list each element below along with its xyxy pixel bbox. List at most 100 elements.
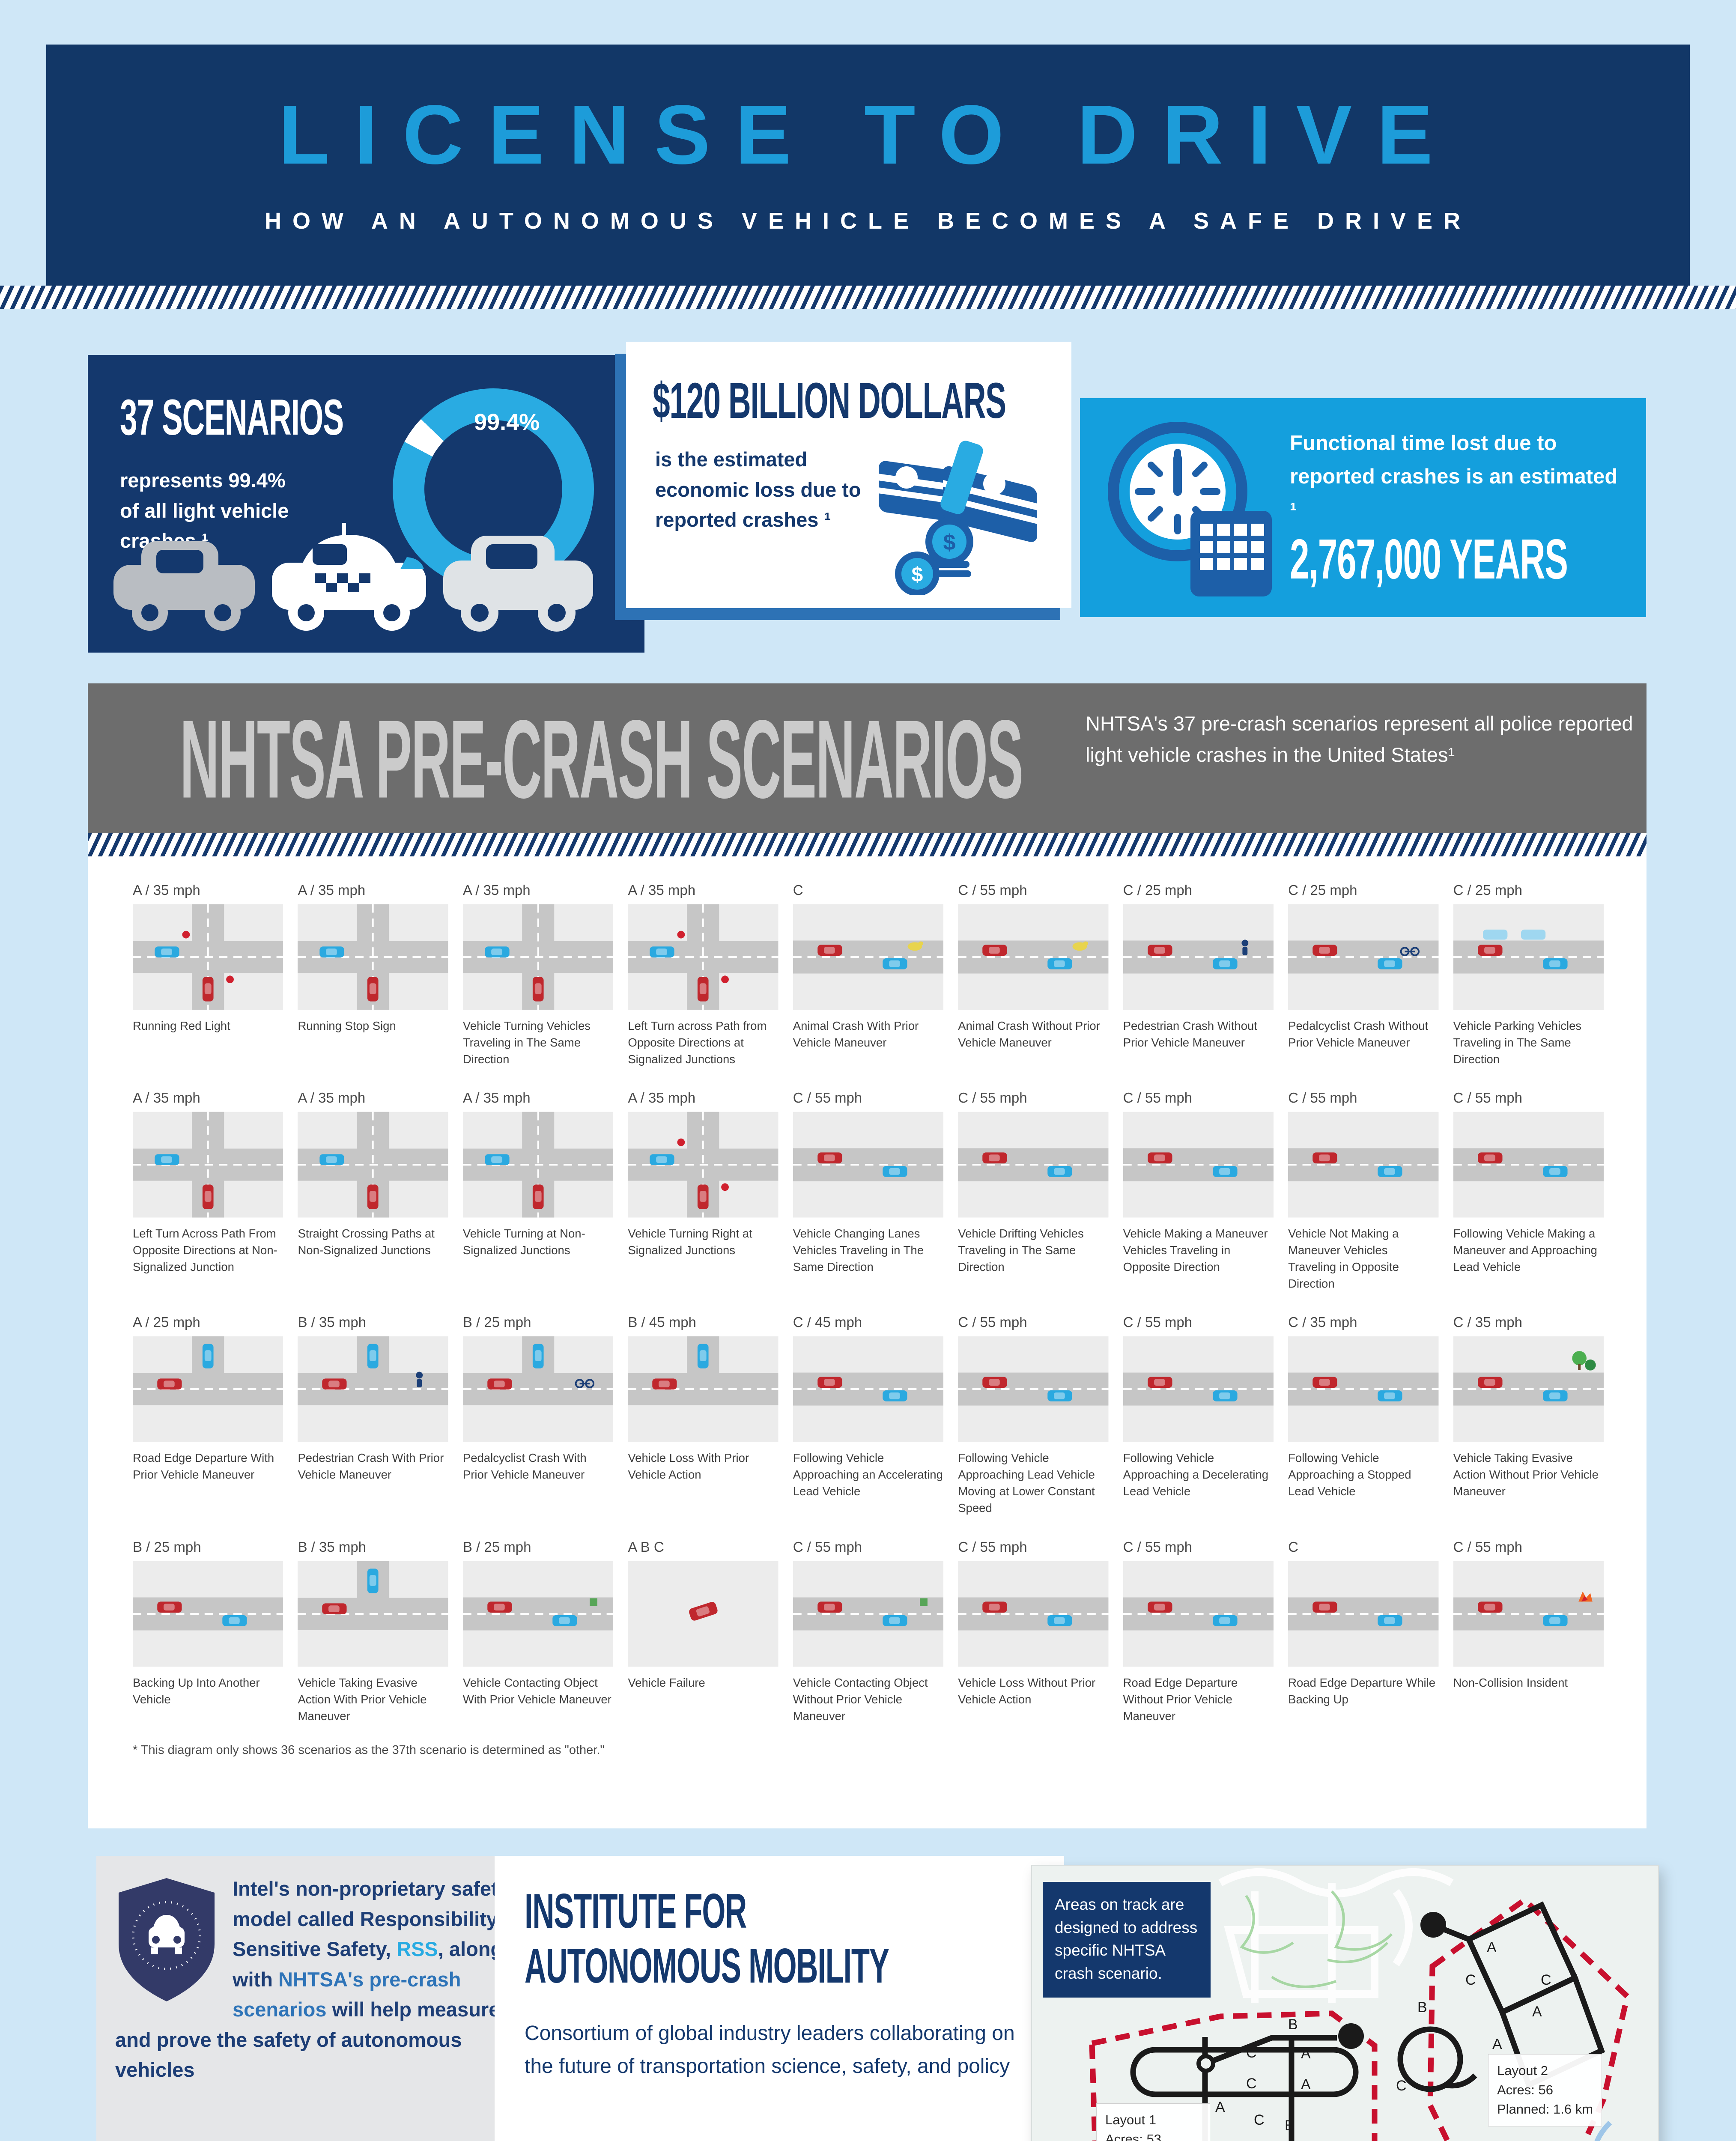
scenario-diagram	[462, 904, 614, 1011]
scenario-cell: C Road Edge Departure While Backing Up	[1288, 1539, 1439, 1724]
track1-label-2: C	[1246, 2045, 1257, 2061]
scenario-caption: Vehicle Making a Maneuver Vehicles Trave…	[1123, 1227, 1268, 1274]
scenario-caption: Following Vehicle Approaching an Acceler…	[793, 1451, 943, 1498]
scenario-speed-label: C / 55 mph	[793, 1539, 862, 1555]
scenario-speed-label: C	[1288, 1539, 1298, 1555]
scenario-diagram	[298, 904, 448, 1011]
scenario-caption: Vehicle Taking Evasive Action Without Pr…	[1453, 1451, 1599, 1498]
institute-title-line1: INSTITUTE FOR	[525, 1884, 747, 1938]
scenario-diagram	[793, 1336, 944, 1443]
scenario-diagram	[1288, 904, 1439, 1011]
stat-scenarios-subtext: represents 99.4% of all light vehicle cr…	[120, 469, 289, 552]
scenario-cell: C / 55 mph Following Vehicle Approaching…	[958, 1314, 1109, 1516]
scenario-diagram	[1123, 1111, 1274, 1218]
scenario-cell: C / 55 mph Non-Collision Insident	[1453, 1539, 1604, 1724]
stat-scenarios-headline: 37 SCENARIOS	[120, 389, 344, 446]
scenario-speed-label: B / 45 mph	[628, 1314, 696, 1330]
scenario-caption: Non-Collision Insident	[1453, 1676, 1568, 1689]
stat-economic-subtext: is the estimated economic loss due to re…	[655, 448, 861, 531]
scenario-diagram	[133, 1111, 283, 1218]
scenario-diagram	[298, 1336, 448, 1443]
scenario-speed-label: C / 55 mph	[793, 1090, 862, 1106]
track1-label-8: B	[1285, 2117, 1295, 2134]
track2-label-2: C	[1465, 1972, 1476, 1988]
scenario-cell: C / 55 mph Vehicle Loss Without Prior Ve…	[958, 1539, 1109, 1724]
scenario-caption: Pedalcyclist Crash Without Prior Vehicle…	[1288, 1019, 1429, 1050]
nhtsa-band: NHTSA PRE-CRASH SCENARIOS NHTSA's 37 pre…	[88, 683, 1647, 833]
cars-illustration	[113, 523, 593, 632]
scenario-cell: C / 55 mph Vehicle Changing Lanes Vehicl…	[793, 1090, 944, 1292]
scenario-speed-label: C / 55 mph	[1453, 1090, 1522, 1106]
scenario-cell: B / 25 mph Backing Up Into Another Vehic…	[133, 1539, 283, 1724]
scenario-speed-label: A / 25 mph	[133, 1314, 200, 1330]
scenario-diagram	[958, 1560, 1109, 1667]
scenario-diagram	[628, 1336, 779, 1443]
scenario-diagram	[628, 904, 779, 1011]
scenario-cell: A / 35 mph Vehicle Turning Vehicles Trav…	[462, 882, 614, 1068]
scenario-speed-label: C / 35 mph	[1453, 1314, 1522, 1330]
scenario-caption: Vehicle Parking Vehicles Traveling in Th…	[1453, 1019, 1582, 1066]
scenario-caption: Pedestrian Crash With Prior Vehicle Mane…	[298, 1451, 444, 1482]
stat-scenarios-card: 37 SCENARIOS represents 99.4% of all lig…	[88, 355, 644, 653]
scenario-speed-label: A / 35 mph	[298, 882, 366, 898]
scenario-caption: Vehicle Drifting Vehicles Traveling in T…	[958, 1227, 1084, 1274]
scenario-cell: C / 55 mph Vehicle Drifting Vehicles Tra…	[958, 1090, 1109, 1292]
scenario-caption: Pedalcyclist Crash With Prior Vehicle Ma…	[462, 1451, 587, 1482]
band-title: NHTSA PRE-CRASH SCENARIOS	[180, 697, 1023, 822]
scenario-cell: C / 25 mph Vehicle Parking Vehicles Trav…	[1453, 882, 1604, 1068]
scenario-speed-label: A / 35 mph	[462, 882, 531, 898]
scenario-cell: A / 25 mph Road Edge Departure With Prio…	[133, 1314, 283, 1516]
scenario-caption: Straight Crossing Paths at Non-Signalize…	[298, 1227, 435, 1257]
scenario-speed-label: B / 35 mph	[298, 1314, 367, 1330]
page-subtitle: HOW AN AUTONOMOUS VEHICLE BECOMES A SAFE…	[264, 208, 1472, 234]
scenario-cell: C / 25 mph Pedalcyclist Crash Without Pr…	[1288, 882, 1439, 1068]
scenario-cell: B / 35 mph Pedestrian Crash With Prior V…	[298, 1314, 448, 1516]
clock-calendar-icon	[1108, 422, 1272, 596]
scenario-cell: A B C Vehicle Failure	[628, 1539, 779, 1724]
scenario-speed-label: C / 25 mph	[1288, 882, 1357, 898]
track2-label-1: A	[1487, 1939, 1497, 1956]
scenario-caption: Vehicle Turning at Non-Signalized Juncti…	[462, 1227, 585, 1257]
stat-time-card: Functional time lost due to reported cra…	[1080, 398, 1646, 617]
scenario-speed-label: C / 35 mph	[1288, 1314, 1357, 1330]
institute-card: INSTITUTE FOR AUTONOMOUS MOBILITY Consort…	[495, 1856, 1064, 2141]
scenario-caption: Vehicle Loss Without Prior Vehicle Actio…	[958, 1676, 1096, 1706]
scenario-speed-label: C / 45 mph	[793, 1314, 862, 1330]
scenario-speed-label: B / 35 mph	[298, 1539, 367, 1555]
scenario-caption: Following Vehicle Making a Maneuver and …	[1453, 1227, 1597, 1274]
scenario-speed-label: A / 35 mph	[133, 882, 200, 898]
scenario-caption: Backing Up Into Another Vehicle	[133, 1676, 260, 1706]
scenario-caption: Vehicle Turning Right at Signalized Junc…	[628, 1227, 752, 1257]
scenario-diagram	[628, 1560, 779, 1667]
track1-label-3: A	[1301, 2046, 1311, 2062]
scenario-diagram	[462, 1336, 614, 1443]
scenario-speed-label: C / 55 mph	[1123, 1314, 1193, 1330]
scenario-diagram	[958, 904, 1109, 1011]
rss-text-1: Intel's non-proprietary safety model cal…	[233, 1877, 509, 1960]
scenario-caption: Vehicle Not Making a Maneuver Vehicles T…	[1288, 1227, 1399, 1291]
scenario-cell: A / 35 mph Running Red Light	[133, 882, 283, 1068]
scenario-caption: Road Edge Departure With Prior Vehicle M…	[133, 1451, 274, 1482]
scenario-cell: C / 55 mph Vehicle Contacting Object Wit…	[793, 1539, 944, 1724]
scenario-speed-label: A / 35 mph	[133, 1090, 200, 1106]
rss-card: Intel's non-proprietary safety model cal…	[96, 1856, 533, 2141]
track2-label-5: A	[1532, 2004, 1542, 2020]
scenario-cell: B / 25 mph Vehicle Contacting Object Wit…	[462, 1539, 614, 1724]
scenario-caption: Vehicle Turning Vehicles Traveling in Th…	[462, 1019, 591, 1066]
scenario-cell: A / 35 mph Straight Crossing Paths at No…	[298, 1090, 448, 1292]
track1-label-7: C	[1254, 2112, 1265, 2128]
scenario-caption: Running Red Light	[133, 1019, 230, 1032]
scenario-diagram	[298, 1111, 448, 1218]
track-map-card: Areas on track are designed to address s…	[1031, 1865, 1659, 2141]
scenario-speed-label: B / 25 mph	[462, 1539, 531, 1555]
stat-economic-card: $120 BILLION DOLLARS is the estimated ec…	[626, 342, 1071, 608]
scenario-speed-label: C / 55 mph	[958, 1090, 1027, 1106]
scenario-cell: B / 25 mph Pedalcyclist Crash With Prior…	[462, 1314, 614, 1516]
track2-label-6: A	[1492, 2036, 1502, 2052]
scenario-cell: A / 35 mph Vehicle Turning Right at Sign…	[628, 1090, 779, 1292]
scenario-caption: Vehicle Contacting Object Without Prior …	[793, 1676, 928, 1723]
scenario-caption: Vehicle Changing Lanes Vehicles Travelin…	[793, 1227, 924, 1274]
svg-text:$: $	[912, 564, 923, 586]
scenario-grid: A / 35 mph Running Red Light A / 35 mph …	[133, 882, 1604, 1724]
scenario-diagram	[133, 904, 283, 1011]
